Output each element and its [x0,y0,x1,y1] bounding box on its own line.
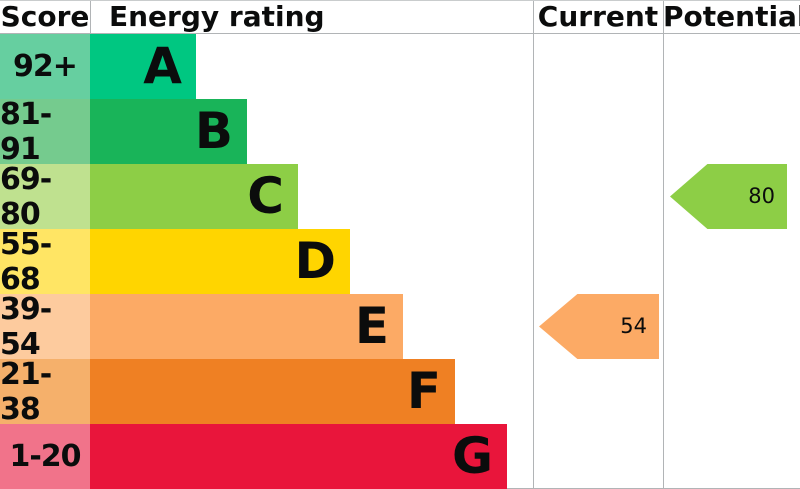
header-score: Score [0,0,90,33]
header-current: Current [537,0,659,33]
band-letter: D [294,232,336,290]
band-bar: E [90,294,403,359]
header-potential: Potential [663,0,800,33]
band-row: 69-80 C [0,162,533,232]
current-column-divider [533,1,534,488]
band-bar: C [90,164,298,229]
band-score-range: 69-80 [0,162,90,232]
band-score-range: 1-20 [0,424,90,489]
band-score-range: 39-54 [0,292,90,362]
band-letter: C [247,167,284,225]
band-bar: A [90,34,196,99]
score-column-divider [90,1,91,34]
band-bar: D [90,229,350,294]
band-letter: G [451,427,493,485]
potential-column-divider [663,1,664,488]
band-bar: G [90,424,507,489]
band-row: 39-54 E [0,292,533,362]
band-row: 55-68 D [0,227,533,297]
band-row: 1-20 G [0,424,533,489]
band-letter: A [143,37,182,95]
band-row: 81-91 B [0,97,533,167]
current-rating-value: 54 [620,314,647,338]
header-row: Score Energy rating Current Potential [0,1,800,34]
band-score-range: 81-91 [0,97,90,167]
potential-rating-value: 80 [748,184,775,208]
header-energy-rating: Energy rating [109,0,325,33]
band-score-range: 92+ [0,34,90,99]
potential-rating-arrow: 80 [670,164,787,229]
band-score-range: 21-38 [0,357,90,427]
band-letter: B [194,102,233,160]
band-rows: 92+ A 81-91 B 69-80 C 55-68 D 39-54 E 21… [0,34,533,489]
band-score-range: 55-68 [0,227,90,297]
current-rating-arrow: 54 [539,294,659,359]
band-letter: E [354,297,389,355]
band-row: 21-38 F [0,357,533,427]
band-bar: F [90,359,455,424]
band-letter: F [406,362,441,420]
band-bar: B [90,99,247,164]
band-row: 92+ A [0,34,533,99]
